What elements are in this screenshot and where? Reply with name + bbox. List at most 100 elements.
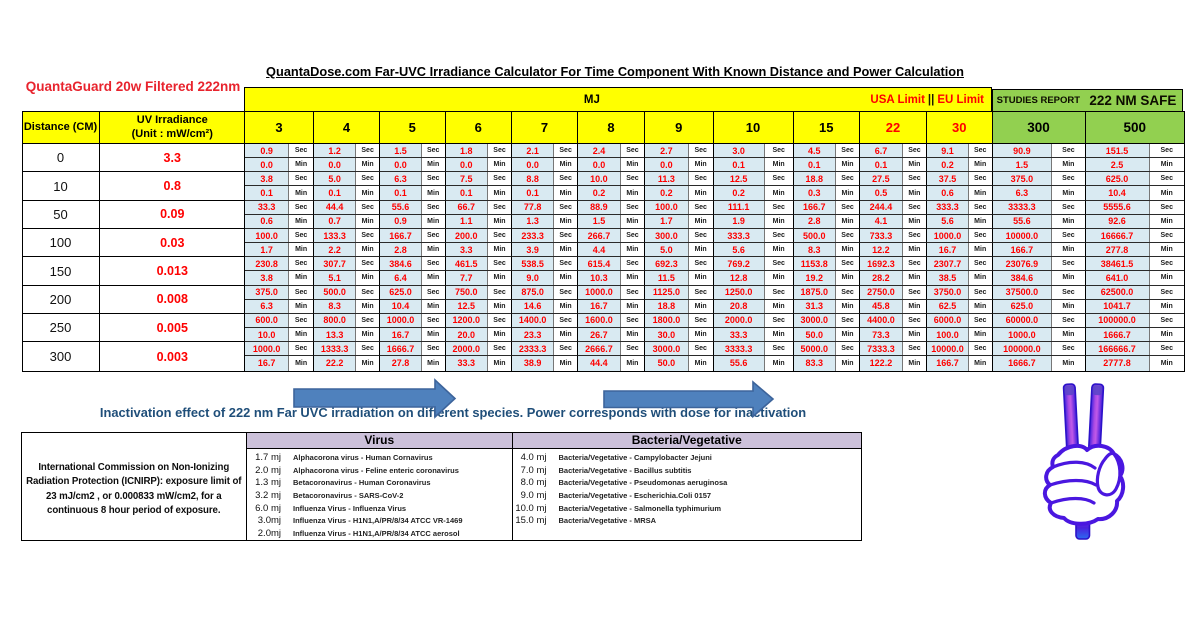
min-unit-label: Min (764, 328, 793, 342)
sec-unit-label: Sec (289, 285, 313, 299)
sec-unit-label: Sec (688, 200, 713, 214)
time-cell: 333.3 Sec (713, 228, 794, 244)
time-cell: 692.3 Sec (645, 257, 714, 272)
time-cell: 307.7 Sec (314, 257, 380, 272)
min-value: 3.3 (445, 243, 489, 257)
fist-holding-uvc-lamps-logo (1042, 383, 1126, 540)
min-unit-label: Min (968, 328, 992, 342)
species-name: Bacteria/Vegetative - Escherichia.Coli 0… (558, 491, 712, 501)
sec-value: 461.5 (445, 257, 489, 271)
virus-row: 1.7 mj Alphacorona virus - Human Cornavir… (247, 452, 512, 465)
min-unit-label: Min (488, 299, 511, 313)
min-unit-label: Min (488, 271, 511, 285)
mj-column-header: 30 (927, 112, 993, 144)
sec-unit-label: Sec (968, 200, 992, 214)
min-value: 26.7 (578, 328, 621, 342)
dose-value: 1.7 mj (255, 452, 281, 464)
sec-unit-label: Sec (620, 313, 644, 328)
sec-unit-label: Sec (1052, 342, 1085, 356)
dose-value: 15.0 mj (515, 515, 547, 527)
time-cell: 6.7 Sec (860, 144, 927, 159)
sec-value: 100000.0 (992, 342, 1053, 356)
time-cell: 62.5 Min (927, 299, 993, 314)
mj-column-header: 7 (512, 112, 578, 144)
sec-value: 307.7 (314, 257, 357, 271)
min-unit-label: Min (488, 214, 511, 228)
min-value: 1.9 (713, 214, 765, 228)
min-value: 22.2 (314, 356, 357, 371)
min-value: 4.4 (578, 243, 621, 257)
sec-value: 10000.0 (927, 342, 969, 356)
sec-unit-label: Sec (356, 313, 379, 328)
min-value: 625.0 (992, 299, 1053, 313)
time-cell: 625.0 Sec (1085, 172, 1184, 187)
sec-value: 10.0 (578, 172, 621, 186)
sec-unit-label: Sec (764, 313, 793, 328)
sec-unit-label: Sec (1052, 172, 1085, 186)
sec-value: 375.0 (992, 172, 1053, 186)
min-unit-label: Min (421, 356, 445, 371)
time-cell: 10.3 Min (578, 271, 645, 286)
sec-value: 166.7 (380, 228, 422, 243)
min-value: 166.7 (927, 356, 969, 371)
sec-unit-label: Sec (968, 313, 992, 328)
min-unit-label: Min (1052, 328, 1085, 342)
time-cell: 3000.0 Sec (793, 313, 860, 329)
min-value: 1.7 (245, 243, 290, 257)
sec-unit-label: Sec (688, 228, 713, 243)
sec-unit-label: Sec (1149, 342, 1184, 356)
time-cell: 0.0 Min (314, 158, 380, 173)
species-name: Alphacorona virus - Feline enteric coron… (293, 465, 459, 475)
dose-value: 6.0 mj (255, 502, 281, 514)
time-cell: 6.3 Sec (380, 172, 446, 187)
time-cell: 1125.0 Sec (645, 285, 714, 300)
sec-unit-label: Sec (1052, 200, 1085, 214)
bacteria-row: 15.0 mj Bacteria/Vegetative - MRSA (513, 514, 862, 527)
tube-cap (1092, 385, 1103, 396)
min-unit-label: Min (688, 328, 713, 342)
sec-value: 5.0 (314, 172, 357, 186)
sec-unit-label: Sec (620, 172, 644, 186)
sec-unit-label: Sec (356, 257, 379, 271)
sec-value: 230.8 (245, 257, 290, 271)
min-value: 100.0 (927, 328, 969, 342)
sec-value: 800.0 (314, 313, 357, 328)
min-unit-label: Min (1149, 356, 1184, 371)
time-cell: 33.3 Min (445, 356, 512, 371)
time-cell: 5000.0 Sec (793, 342, 860, 357)
min-unit-label: Min (764, 158, 793, 172)
time-cell: 100.0 Sec (645, 200, 714, 215)
time-cell: 10000.0 Sec (927, 342, 993, 357)
species-name: Bacteria/Vegetative - Pseudomonas aerugi… (558, 478, 728, 488)
min-unit-label: Min (968, 299, 992, 313)
sec-value: 38461.5 (1085, 257, 1150, 271)
sec-unit-label: Sec (289, 200, 313, 214)
sec-value: 375.0 (245, 285, 290, 299)
time-cell: 62500.0 Sec (1085, 285, 1184, 300)
time-cell: 31.3 Min (793, 299, 860, 314)
time-cell: 2.7 Sec (645, 144, 714, 159)
time-cell: 0.1 Min (245, 186, 314, 201)
dose-value: 7.0 mj (520, 464, 547, 476)
time-cell: 10.0 Min (245, 328, 314, 343)
time-cell: 500.0 Sec (793, 228, 860, 244)
sec-value: 1800.0 (645, 313, 689, 328)
time-cell: 0.0 Min (578, 158, 645, 173)
min-unit-label: Min (764, 271, 793, 285)
min-unit-label: Min (1052, 271, 1085, 285)
sec-unit-label: Sec (356, 200, 379, 214)
page-title: QuantaDose.com Far-UVC Irradiance Calcul… (266, 64, 964, 79)
virus-row: 2.0 mj Alphacorona virus - Feline enteric… (247, 464, 512, 477)
sec-unit-label: Sec (1149, 144, 1184, 158)
sec-value: 2333.3 (512, 342, 555, 356)
min-unit-label: Min (688, 271, 713, 285)
sec-value: 6.3 (380, 172, 422, 186)
icnirp-note-line: 23 mJ/cm2 , or 0.000833 mW/cm2, for a (45, 490, 222, 502)
species-name: Betacoronavirus - SARS-CoV-2 (293, 491, 404, 501)
dose-value: 2.0 mj (255, 464, 281, 476)
min-unit-label: Min (902, 214, 926, 228)
sec-value: 37500.0 (992, 285, 1053, 299)
time-cell: 1800.0 Sec (645, 313, 714, 329)
time-cell: 0.6 Min (927, 186, 993, 201)
